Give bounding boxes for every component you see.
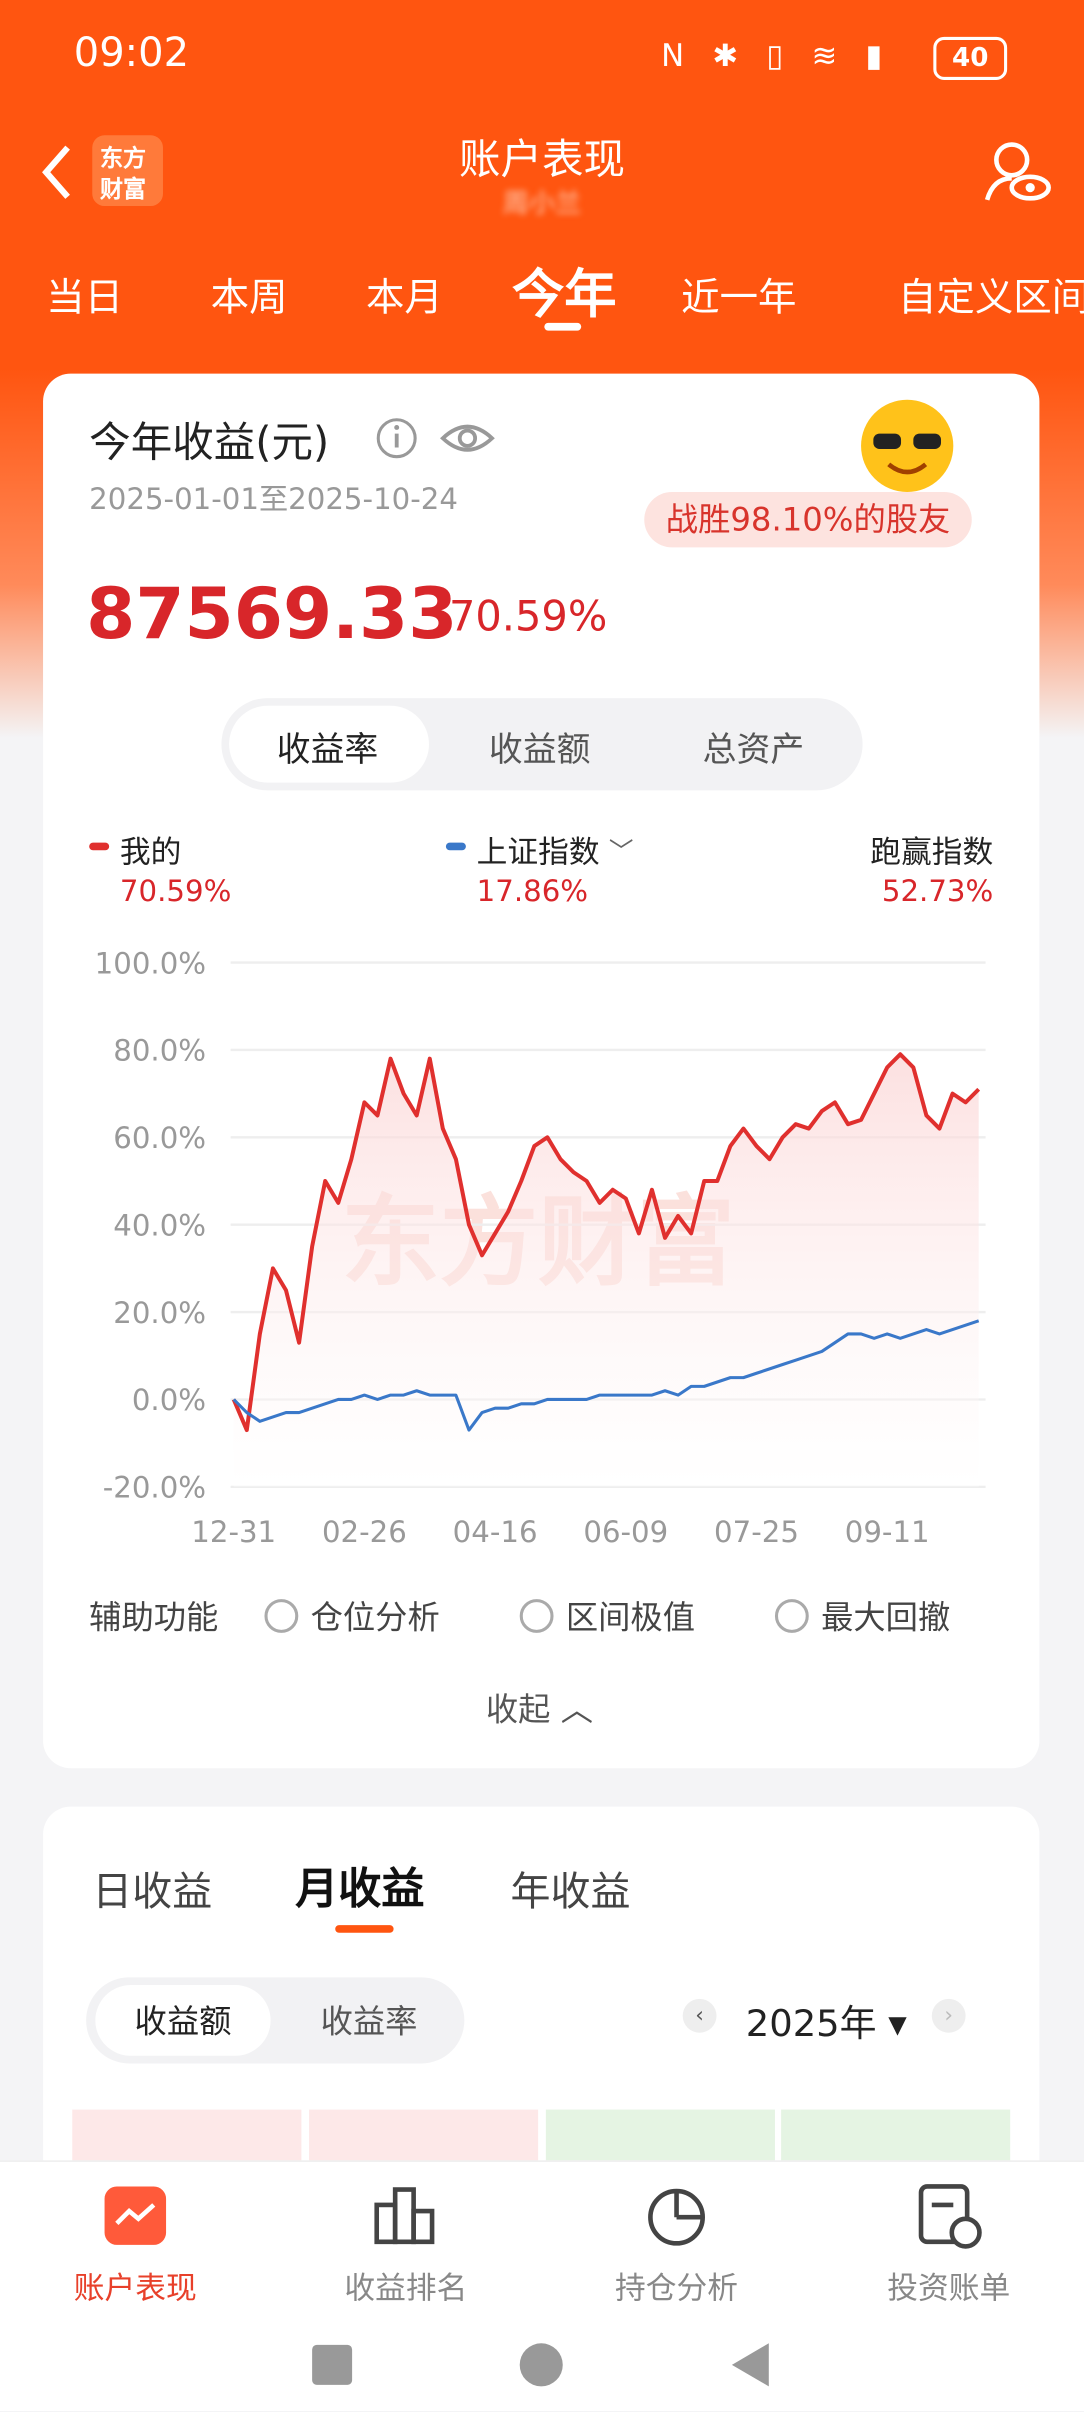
dropdown: ﹀ <box>608 836 634 866</box>
logo: 东方 财富 <box>92 135 163 207</box>
collapse-text: 收起 <box>485 1691 551 1729</box>
sys-recent[interactable] <box>312 2344 353 2385</box>
year[interactable]: 2025年 ▾ <box>745 2001 907 2046</box>
tools-label: 辅助功能 <box>89 1599 219 1637</box>
privacy-icon[interactable] <box>981 138 1052 206</box>
toggle-selected <box>95 1985 271 2056</box>
legend-dot <box>445 842 466 851</box>
y-tick-label: 80.0% <box>113 1034 206 1068</box>
nav-label[interactable]: 持仓分析 <box>615 2269 739 2307</box>
legend-name: 跑赢指数 <box>870 833 994 871</box>
x-tick-label: 09-11 <box>845 1515 930 1549</box>
income-toggle-option[interactable]: 收益率 <box>320 2003 418 2041</box>
sys-back[interactable] <box>729 2340 772 2389</box>
line <box>232 1319 980 1432</box>
income-tab[interactable]: 年收益 <box>510 1869 631 1916</box>
tab-indicator <box>544 322 582 331</box>
x-tick-label: 06-09 <box>583 1515 668 1549</box>
nav-label[interactable]: 投资账单 <box>887 2269 1011 2307</box>
legend-dot <box>89 842 110 851</box>
chart-tab[interactable]: 收益率 <box>276 731 379 771</box>
legend-name: 上证指数 <box>476 833 600 871</box>
summary-title: 今年收益(元) <box>89 419 330 468</box>
toggle-selected <box>229 705 429 783</box>
tool-option[interactable]: 区间极值 <box>565 1599 695 1637</box>
logo-text: 东方 <box>99 144 147 173</box>
nav-label[interactable]: 账户表现 <box>73 2269 197 2307</box>
chart-tab[interactable]: 收益额 <box>488 731 591 771</box>
date-range: 2025-01-01至2025-10-24 <box>89 482 458 517</box>
chart: 东方财富-20.0%0.0%20.0%40.0%60.0%80.0%100.0%… <box>95 946 986 1549</box>
x-tick-label: 02-26 <box>322 1515 407 1549</box>
collapse-button[interactable]: 收起 ︿ <box>485 1691 594 1729</box>
period-tab[interactable]: 今年 <box>512 264 617 326</box>
y-tick-label: 20.0% <box>113 1296 206 1330</box>
total-profit: 87569.33 <box>86 571 458 656</box>
legend-name: 我的 <box>119 833 182 871</box>
next-year[interactable]: › <box>931 1998 966 2033</box>
period-tab[interactable]: 自定义区间 <box>897 275 1084 320</box>
y-tick-label: 100.0% <box>95 946 206 980</box>
nav-icon <box>374 2187 435 2245</box>
status-time: 09:02 <box>73 30 190 77</box>
legend-value: 17.86% <box>476 874 589 909</box>
y-tick-label: 40.0% <box>113 1208 206 1242</box>
radio[interactable] <box>519 1599 554 1633</box>
year-text: 2025年 <box>745 2001 877 2046</box>
y-tick-label: 0.0% <box>132 1383 206 1417</box>
tab-indicator <box>335 1925 394 1933</box>
sys-home[interactable] <box>519 2343 563 2387</box>
logo-text: 财富 <box>99 175 147 203</box>
line <box>231 1052 981 1433</box>
y-tick-label: -20.0% <box>103 1471 206 1505</box>
y-tick-label: 60.0% <box>113 1121 206 1155</box>
x-tick-label: 04-16 <box>453 1515 538 1549</box>
x-tick-label: 12-31 <box>191 1515 276 1549</box>
info-eye-icons[interactable] <box>375 415 498 461</box>
period-tab[interactable]: 本月 <box>365 275 443 320</box>
income-toggle-option[interactable]: 收益额 <box>134 2003 232 2041</box>
legend-value: 70.59% <box>119 874 232 909</box>
period-tab[interactable]: 本周 <box>210 275 288 320</box>
radio[interactable] <box>264 1599 299 1633</box>
period-tab[interactable]: 当日 <box>46 275 124 320</box>
user-name: 周小兰 <box>502 189 582 220</box>
beat-badge: 战胜98.10%的股友 <box>644 492 972 548</box>
legend-value: 52.73% <box>881 874 994 909</box>
area <box>233 1054 979 1487</box>
profit-rate: 70.59% <box>448 593 608 642</box>
period-tab[interactable]: 近一年 <box>681 275 797 320</box>
back-button[interactable] <box>37 141 77 203</box>
page-title: 账户表现 <box>458 136 626 185</box>
nav-icon <box>918 2184 982 2249</box>
radio[interactable] <box>774 1599 809 1633</box>
battery: 40 <box>933 36 1008 80</box>
emoji-mascot <box>861 399 954 493</box>
income-tab[interactable]: 日收益 <box>92 1869 213 1916</box>
status-icons: N ✱ ▯ ≋ ▮ <box>661 36 892 74</box>
nav-icon <box>648 2188 705 2246</box>
summary-card <box>43 373 1040 1769</box>
nav-icon <box>104 2186 167 2245</box>
tool-option[interactable]: 最大回撤 <box>821 1599 951 1637</box>
income-tab[interactable]: 月收益 <box>295 1863 425 1915</box>
prev-year[interactable]: ‹ <box>682 1998 717 2033</box>
x-tick-label: 07-25 <box>714 1515 799 1549</box>
tool-option[interactable]: 仓位分析 <box>310 1599 440 1637</box>
chart-tab[interactable]: 总资产 <box>702 731 805 771</box>
nav-label[interactable]: 收益排名 <box>344 2269 468 2307</box>
